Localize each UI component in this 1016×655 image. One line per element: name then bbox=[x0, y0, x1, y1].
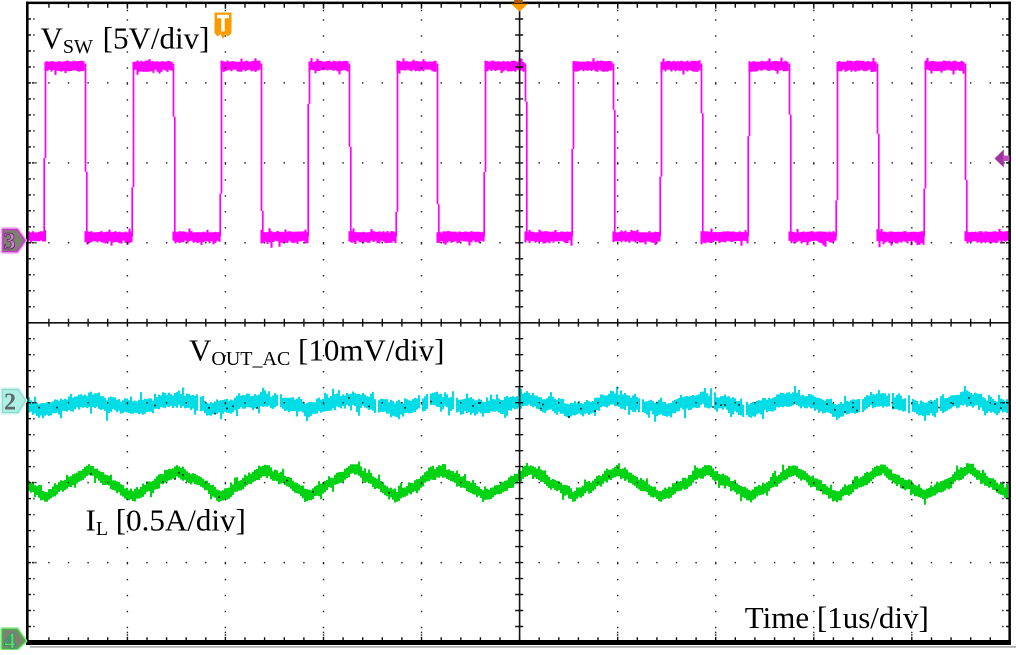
svg-text:4: 4 bbox=[4, 629, 16, 651]
svg-text:VSW [5V/div]: VSW [5V/div] bbox=[41, 21, 210, 59]
svg-text:2: 2 bbox=[4, 390, 16, 416]
svg-text:Time [1us/div]: Time [1us/div] bbox=[745, 600, 929, 635]
svg-text:VOUT_AC [10mV/div]: VOUT_AC [10mV/div] bbox=[189, 333, 444, 371]
svg-text:IL [0.5A/div]: IL [0.5A/div] bbox=[86, 503, 246, 541]
svg-text:3: 3 bbox=[4, 229, 16, 255]
